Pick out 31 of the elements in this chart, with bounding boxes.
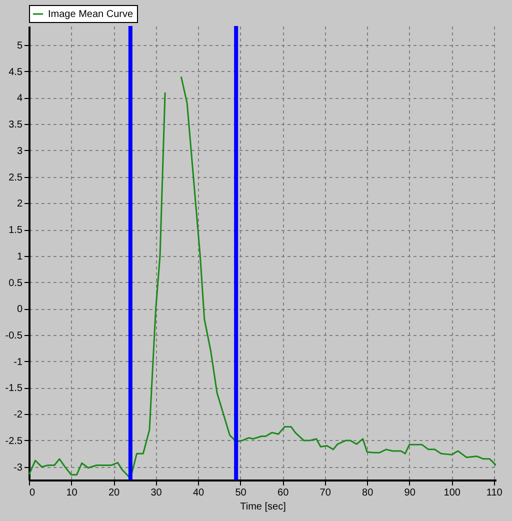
y-tick-label: 2.5: [8, 172, 23, 184]
x-tick-label: 60: [278, 488, 290, 498]
y-tick-label: 1: [16, 251, 23, 262]
y-tick-label: -2: [14, 410, 23, 421]
y-tick-label: 0.5: [8, 278, 23, 289]
x-tick-label: 50: [235, 488, 247, 498]
x-tick-label: 30: [150, 488, 162, 498]
y-tick-label: 5: [16, 40, 23, 52]
legend-label: Image Mean Curve: [48, 9, 134, 20]
y-tick-label: 3: [16, 146, 23, 157]
x-tick-label: 100: [444, 488, 461, 498]
x-tick-label: 70: [320, 488, 332, 498]
y-tick-label: -1: [14, 356, 23, 368]
x-tick-label: 110: [486, 488, 503, 498]
x-axis-title: Time [sec]: [240, 502, 286, 512]
x-tick-label: 0: [30, 488, 36, 498]
y-tick-label: 4.5: [8, 66, 23, 78]
y-tick-label: -1.5: [5, 383, 23, 394]
x-tick-label: 40: [192, 488, 205, 498]
x-tick-label: 20: [108, 488, 120, 498]
y-tick-label: 3.5: [8, 120, 23, 131]
x-tick-label: 90: [404, 488, 416, 498]
x-tick-label: 80: [362, 488, 374, 498]
y-tick-label: 1.5: [8, 225, 23, 236]
x-tick-label: 10: [66, 488, 78, 498]
y-tick-label: -2.5: [5, 436, 23, 447]
y-tick-label: 4: [16, 93, 23, 104]
y-tick-label: -3: [14, 462, 23, 474]
y-tick-label: -0.5: [5, 330, 23, 342]
y-tick-label: 2: [16, 198, 23, 210]
y-tick-label: 0: [16, 304, 23, 316]
